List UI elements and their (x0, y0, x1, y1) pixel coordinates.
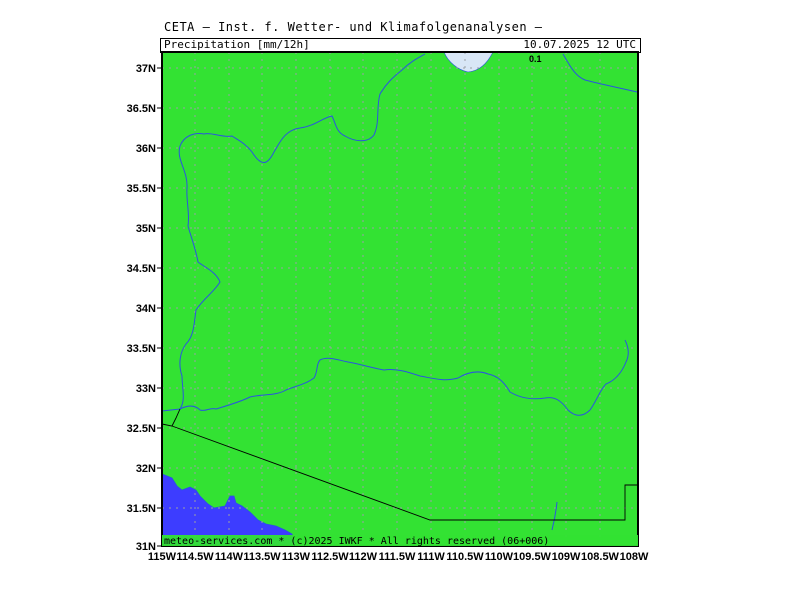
footer-strip (162, 535, 638, 546)
river-southeast (551, 501, 558, 531)
lat-label: 36N (136, 143, 156, 155)
lon-label: 111.5W (379, 551, 416, 563)
precip-area-light (443, 51, 494, 73)
lat-label: 33.5N (127, 343, 156, 355)
lon-label: 113W (282, 551, 311, 563)
lat-label: 31.5N (127, 503, 156, 515)
lon-axis: 115W 114.5W 114W 113.5W 113W 112.5W 112W… (148, 551, 649, 563)
lon-label: 112.5W (311, 551, 349, 563)
lat-label: 34N (136, 303, 156, 315)
lon-label: 114.5W (176, 551, 214, 563)
contour-label: 0.1 (529, 54, 542, 64)
lon-label: 109.5W (513, 551, 552, 563)
map-background (162, 52, 638, 546)
lat-label: 35.5N (127, 183, 156, 195)
lon-label: 110W (485, 551, 514, 563)
lat-label: 31N (136, 541, 156, 553)
river-gila (179, 339, 629, 416)
lat-label: 32N (136, 463, 156, 475)
lon-label: 113.5W (243, 551, 281, 563)
lat-label: 32.5N (127, 423, 156, 435)
lat-label: 33N (136, 383, 156, 395)
us-mexico-border (161, 423, 638, 521)
lon-label: 111W (417, 551, 445, 563)
rivers (161, 53, 638, 531)
valid-time-label: 10.07.2025 12 UTC (523, 38, 636, 51)
lat-label: 34.5N (127, 263, 156, 275)
parameter-label: Precipitation [mm/12h] (164, 38, 310, 51)
lat-axis: 37N 36.5N 36N 35.5N 35N 34.5N 34N 33.5N … (127, 63, 162, 553)
footer-credit: meteo-services.com * (c)2025 IWKF * All … (164, 536, 549, 547)
political-borders (161, 408, 638, 521)
state-border-west (171, 408, 181, 427)
lon-label: 112W (349, 551, 378, 563)
lon-label: 115W (148, 551, 177, 563)
lon-label: 110.5W (446, 551, 484, 563)
lon-label: 108W (620, 551, 649, 563)
lat-label: 37N (136, 63, 156, 75)
lat-lon-grid (162, 52, 638, 546)
map-title: CETA – Inst. f. Wetter- und Klimafolgena… (164, 20, 543, 34)
lon-label: 114W (215, 551, 244, 563)
lat-label: 36.5N (127, 103, 156, 115)
lat-label: 35N (136, 223, 156, 235)
river-colorado (161, 53, 638, 412)
lon-label: 108.5W (581, 551, 620, 563)
lon-label: 109W (552, 551, 581, 563)
